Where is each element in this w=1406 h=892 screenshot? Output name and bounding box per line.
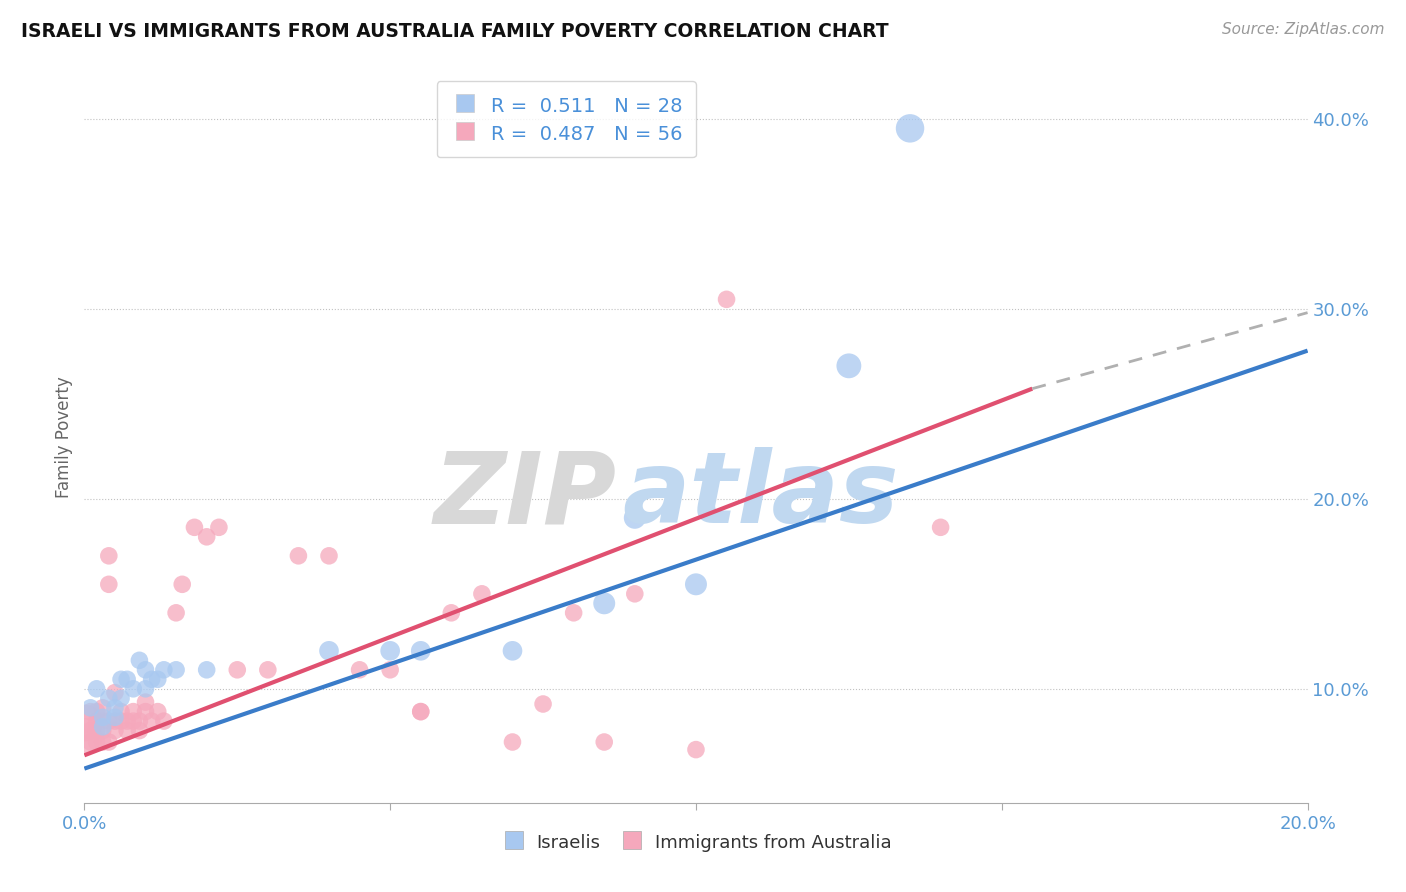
Point — [79, 723, 101, 738]
Point — [91, 714, 114, 728]
Point — [409, 705, 432, 719]
Point — [104, 710, 127, 724]
Point — [135, 695, 157, 709]
Point — [685, 742, 707, 756]
Point — [146, 705, 169, 719]
Point — [318, 549, 340, 563]
Point — [128, 653, 150, 667]
Point — [91, 720, 114, 734]
Point — [257, 663, 280, 677]
Point — [128, 723, 150, 738]
Point — [115, 723, 138, 738]
Point — [624, 511, 647, 525]
Point — [122, 714, 145, 728]
Point — [898, 121, 921, 136]
Point — [110, 705, 132, 719]
Point — [141, 673, 163, 687]
Point — [135, 663, 157, 677]
Point — [226, 663, 249, 677]
Legend: Israelis, Immigrants from Australia: Israelis, Immigrants from Australia — [494, 825, 898, 860]
Point — [502, 644, 524, 658]
Point — [440, 606, 463, 620]
Point — [91, 701, 114, 715]
Point — [208, 520, 231, 534]
Point — [135, 681, 157, 696]
Point — [380, 663, 402, 677]
Point — [183, 520, 205, 534]
Point — [86, 705, 108, 719]
Point — [172, 577, 194, 591]
Point — [104, 714, 127, 728]
Point — [91, 723, 114, 738]
Text: atlas: atlas — [623, 447, 898, 544]
Point — [195, 530, 218, 544]
Point — [287, 549, 309, 563]
Point — [79, 705, 101, 719]
Point — [104, 723, 127, 738]
Y-axis label: Family Poverty: Family Poverty — [55, 376, 73, 498]
Point — [141, 714, 163, 728]
Text: ISRAELI VS IMMIGRANTS FROM AUSTRALIA FAMILY POVERTY CORRELATION CHART: ISRAELI VS IMMIGRANTS FROM AUSTRALIA FAM… — [21, 22, 889, 41]
Point — [110, 691, 132, 706]
Point — [73, 716, 96, 731]
Point — [97, 691, 120, 706]
Point — [86, 735, 108, 749]
Point — [409, 644, 432, 658]
Point — [79, 701, 101, 715]
Point — [349, 663, 371, 677]
Point — [122, 705, 145, 719]
Point — [73, 729, 96, 743]
Point — [593, 735, 616, 749]
Text: ZIP: ZIP — [433, 447, 616, 544]
Point — [104, 685, 127, 699]
Point — [97, 549, 120, 563]
Point — [79, 735, 101, 749]
Point — [122, 681, 145, 696]
Point — [97, 735, 120, 749]
Point — [165, 606, 187, 620]
Point — [86, 681, 108, 696]
Point — [128, 714, 150, 728]
Point — [110, 673, 132, 687]
Point — [91, 710, 114, 724]
Point — [153, 714, 176, 728]
Point — [624, 587, 647, 601]
Point — [502, 735, 524, 749]
Point — [929, 520, 952, 534]
Point — [593, 596, 616, 610]
Point — [165, 663, 187, 677]
Point — [562, 606, 585, 620]
Point — [380, 644, 402, 658]
Point — [838, 359, 860, 373]
Point — [86, 714, 108, 728]
Point — [153, 663, 176, 677]
Point — [110, 714, 132, 728]
Point — [409, 705, 432, 719]
Point — [91, 735, 114, 749]
Point — [115, 714, 138, 728]
Point — [86, 723, 108, 738]
Point — [115, 673, 138, 687]
Point — [716, 293, 738, 307]
Point — [135, 705, 157, 719]
Point — [146, 673, 169, 687]
Point — [531, 697, 554, 711]
Point — [104, 701, 127, 715]
Point — [471, 587, 494, 601]
Point — [685, 577, 707, 591]
Text: Source: ZipAtlas.com: Source: ZipAtlas.com — [1222, 22, 1385, 37]
Point — [195, 663, 218, 677]
Point — [318, 644, 340, 658]
Point — [97, 714, 120, 728]
Point — [97, 577, 120, 591]
